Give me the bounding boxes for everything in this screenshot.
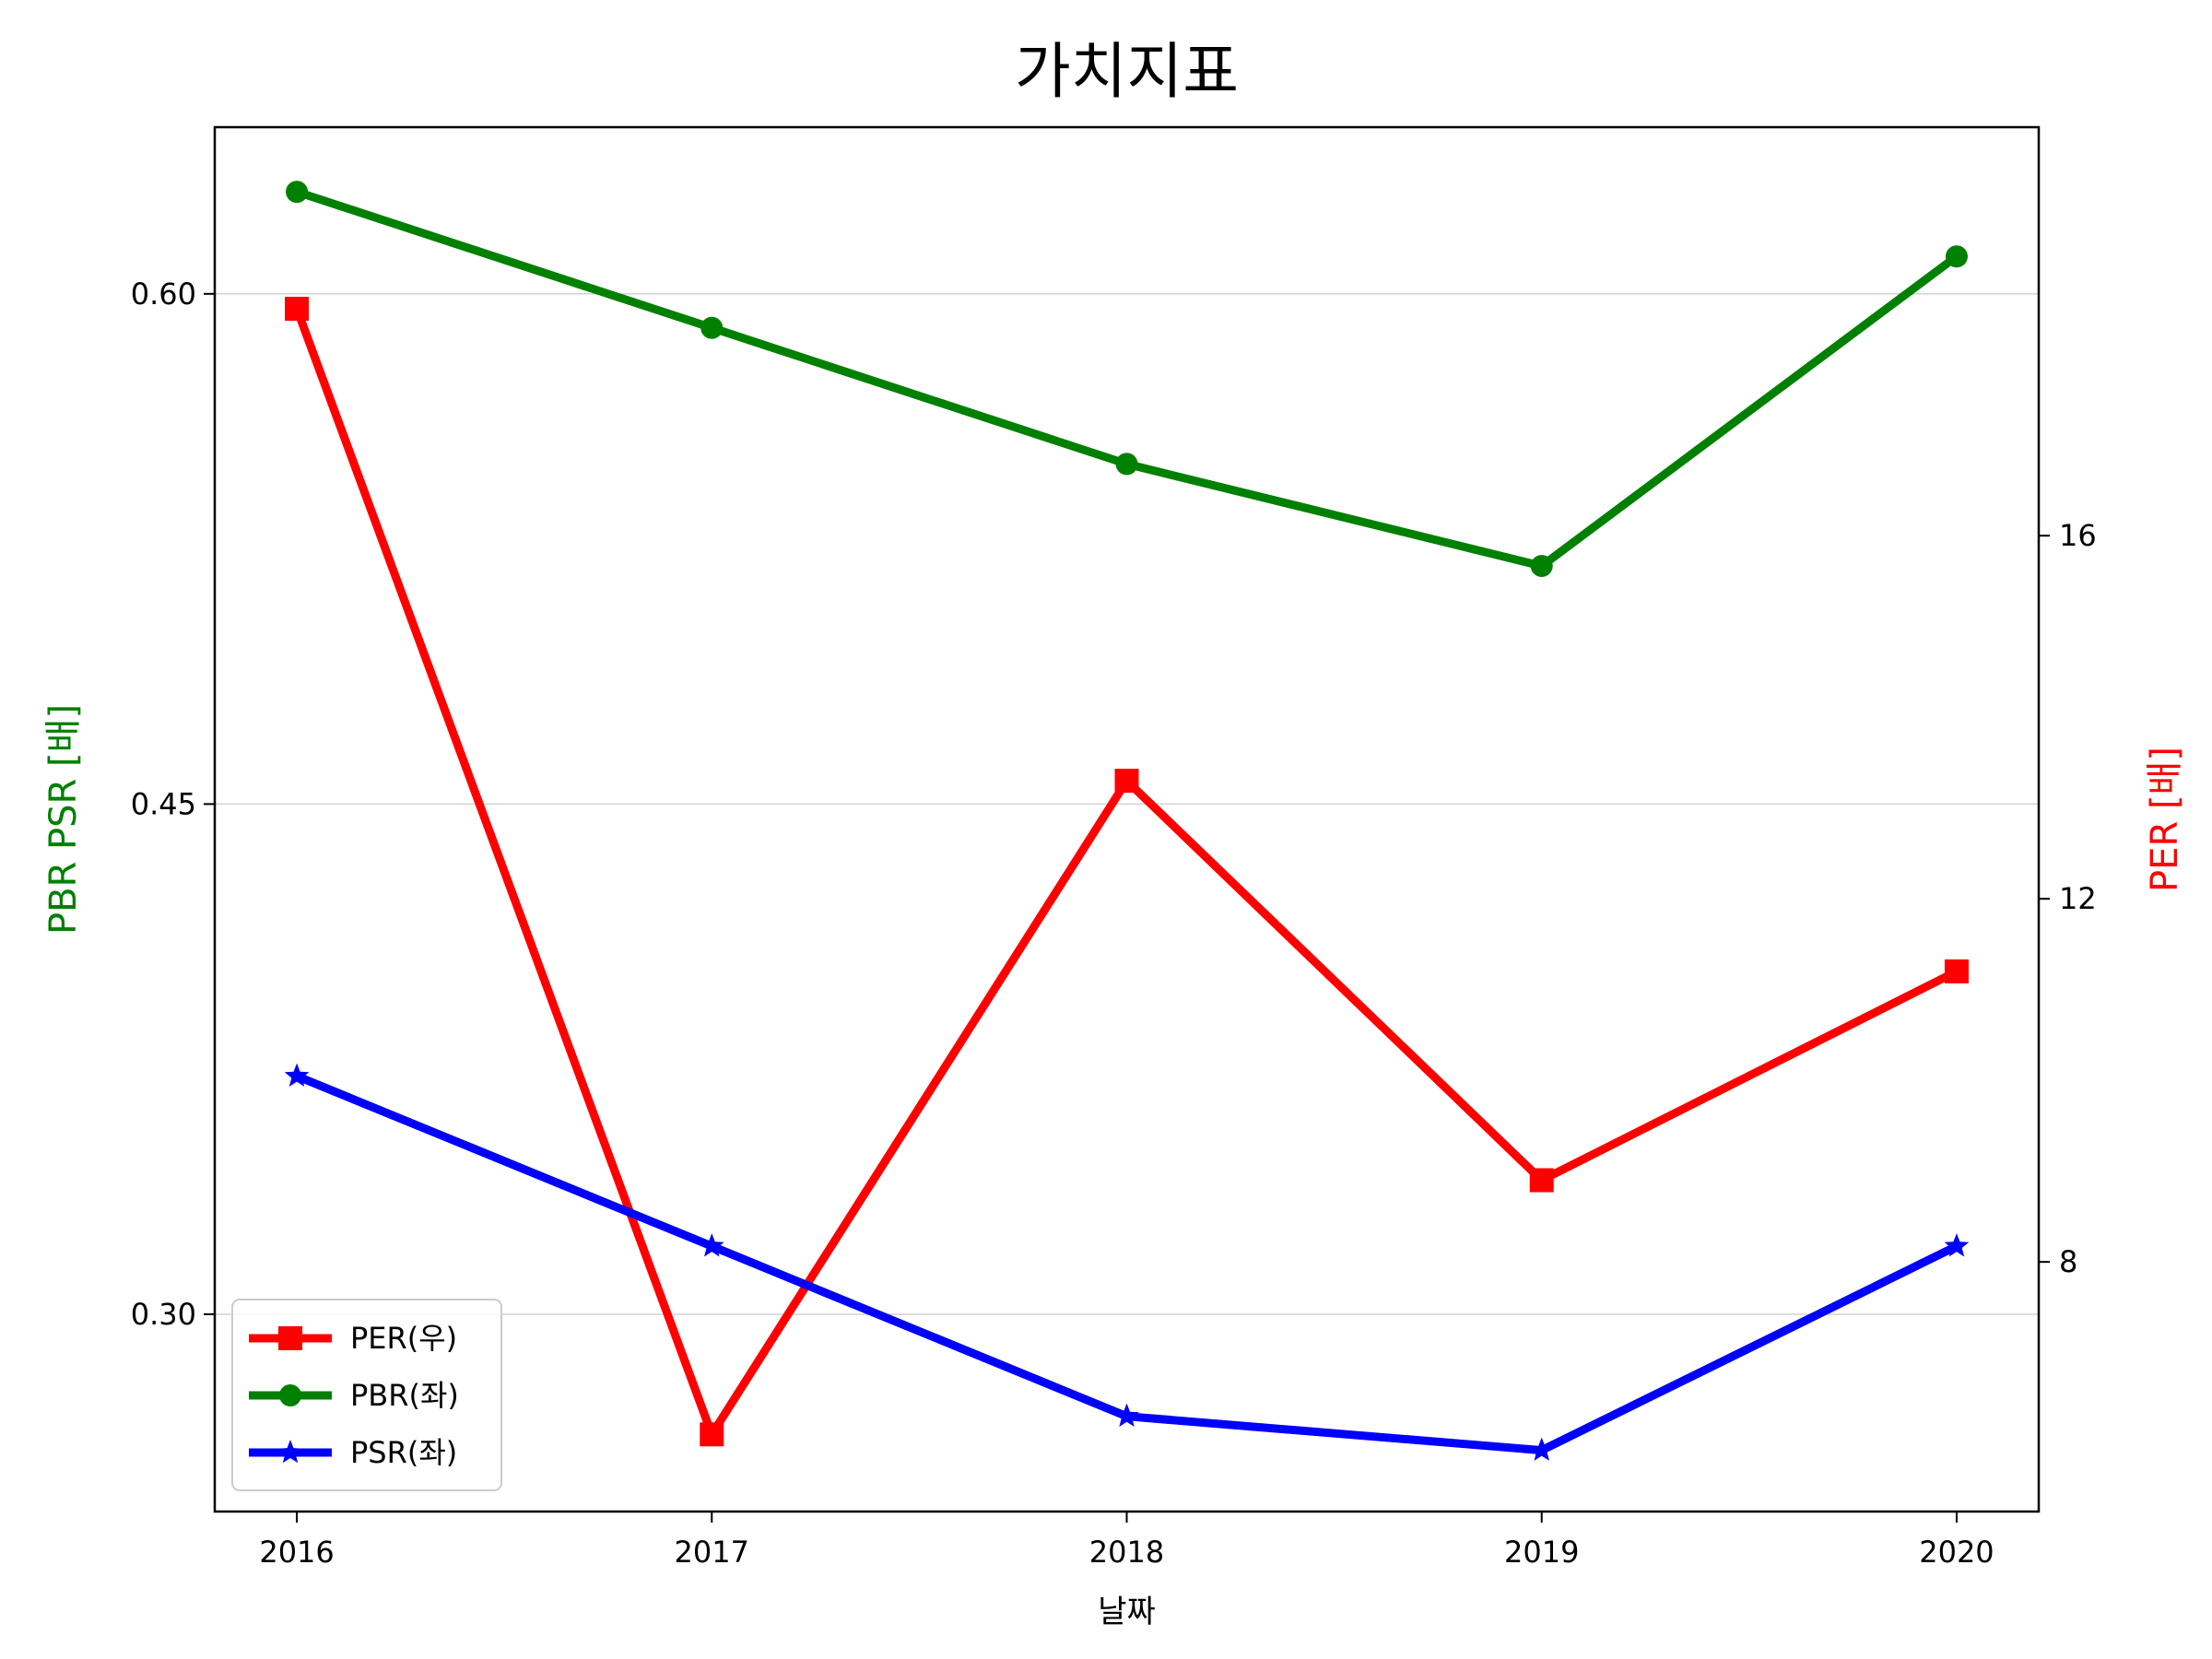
left-y-tick-label: 0.60 <box>131 276 196 312</box>
x-tick-label: 2020 <box>1919 1535 1994 1570</box>
data-point <box>1944 959 1969 983</box>
x-tick-label: 2016 <box>259 1535 334 1570</box>
data-point <box>1944 1233 1970 1257</box>
data-point <box>1115 453 1138 476</box>
data-point <box>700 1422 724 1447</box>
left-y-tick-label: 0.45 <box>131 786 196 821</box>
legend-marker <box>278 1326 302 1350</box>
chart-title: 가치지표 <box>1015 36 1239 107</box>
data-point <box>700 1233 724 1257</box>
x-tick-label: 2018 <box>1089 1535 1164 1570</box>
data-point <box>1114 1403 1139 1427</box>
right-y-tick-label: 12 <box>2059 881 2097 916</box>
left-y-axis-label: PBR PSR [배] <box>42 704 85 935</box>
data-point <box>285 296 310 321</box>
series-per <box>285 296 1969 1447</box>
legend-item: PSR(좌) <box>249 1435 457 1470</box>
legend-marker <box>277 1440 303 1464</box>
axes: 2016 2017 2018 2019 2020 0.30 0.45 0.60 8 12 16 <box>131 276 2097 1570</box>
series-layer <box>284 181 1970 1461</box>
legend-label: PSR(좌) <box>350 1435 457 1470</box>
x-tick-label: 2017 <box>675 1535 749 1570</box>
left-y-tick-label: 0.30 <box>131 1297 196 1332</box>
legend-label: PBR(좌) <box>350 1378 459 1413</box>
data-point <box>1114 769 1139 794</box>
legend-marker <box>279 1384 301 1406</box>
series-pbr <box>286 181 1968 578</box>
data-point <box>286 181 309 204</box>
data-point <box>700 316 724 339</box>
data-point <box>1945 245 1968 268</box>
data-point <box>284 1063 310 1087</box>
legend-item: PBR(좌) <box>249 1378 459 1413</box>
legend-item: PER(우) <box>249 1321 457 1356</box>
x-axis-label: 날짜 <box>1098 1594 1156 1630</box>
legend: PER(우) PBR(좌) PSR(좌) <box>231 1299 502 1491</box>
data-point <box>1529 1168 1554 1193</box>
data-point <box>1530 555 1553 578</box>
legend-label: PER(우) <box>350 1321 457 1356</box>
series-psr <box>284 1063 1970 1461</box>
x-tick-label: 2019 <box>1504 1535 1579 1570</box>
data-point <box>1529 1437 1554 1461</box>
right-y-tick-label: 16 <box>2059 518 2097 553</box>
right-y-tick-label: 8 <box>2059 1244 2077 1279</box>
grid <box>215 293 2039 1315</box>
right-y-axis-label: PER [배] <box>2144 747 2186 892</box>
